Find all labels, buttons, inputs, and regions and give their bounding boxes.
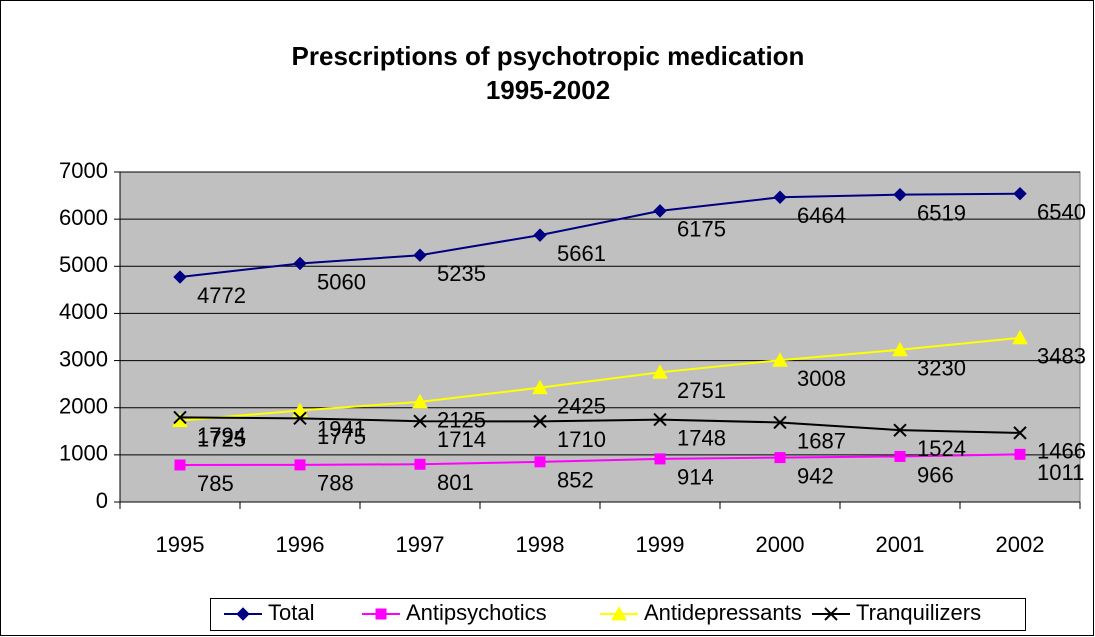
data-point xyxy=(894,450,906,462)
data-label: 852 xyxy=(557,468,594,493)
data-label: 6519 xyxy=(917,200,966,225)
data-point xyxy=(1013,426,1027,440)
data-point xyxy=(414,458,426,470)
data-point xyxy=(173,410,187,425)
data-point xyxy=(893,423,907,437)
data-point xyxy=(1014,448,1026,460)
data-label: 3230 xyxy=(917,356,966,381)
data-label: 6540 xyxy=(1037,199,1086,224)
data-point xyxy=(412,393,428,409)
data-label: 2751 xyxy=(677,378,726,403)
data-label: 1794 xyxy=(197,423,246,448)
x-tick-label: 1999 xyxy=(636,532,685,557)
data-label: 1714 xyxy=(437,427,486,452)
y-tick-label: 6000 xyxy=(59,205,108,230)
legend-marker xyxy=(824,607,838,621)
data-label: 1011 xyxy=(1037,460,1084,485)
x-tick-label: 2001 xyxy=(876,532,925,557)
data-point xyxy=(652,364,668,379)
data-label: 801 xyxy=(437,470,474,495)
data-label: 1748 xyxy=(677,425,726,450)
data-label: 1710 xyxy=(557,427,606,452)
data-point xyxy=(653,412,667,427)
series-line xyxy=(179,453,1021,466)
data-label: 1687 xyxy=(797,428,846,453)
data-point xyxy=(533,414,547,429)
data-label: 2125 xyxy=(437,408,486,433)
data-label: 1466 xyxy=(1037,439,1086,464)
data-point xyxy=(413,248,427,262)
y-tick-label: 1000 xyxy=(59,441,108,466)
data-point xyxy=(174,459,186,471)
chart-subtitle: 1995-2002 xyxy=(486,75,610,105)
data-label: 914 xyxy=(677,465,714,490)
data-label: 6464 xyxy=(797,203,846,228)
x-tick-label: 1998 xyxy=(516,532,565,557)
data-label: 2425 xyxy=(557,393,606,418)
data-point xyxy=(653,204,667,218)
legend-label: Tranquilizers xyxy=(856,600,981,625)
data-point xyxy=(892,341,908,357)
plot-area xyxy=(119,171,1081,503)
data-label: 4772 xyxy=(197,283,246,308)
data-point xyxy=(533,228,547,242)
series-line xyxy=(179,192,1021,279)
legend-label: Antipsychotics xyxy=(406,600,547,625)
data-point xyxy=(413,414,427,428)
y-tick-label: 5000 xyxy=(59,252,108,277)
legend-marker xyxy=(236,607,250,621)
data-point xyxy=(654,453,666,465)
y-tick-label: 7000 xyxy=(59,158,108,183)
data-point xyxy=(1012,329,1028,345)
data-point xyxy=(293,256,307,271)
x-tick-label: 1995 xyxy=(156,532,205,557)
data-point xyxy=(532,379,548,395)
data-point xyxy=(293,411,307,426)
y-tick-label: 4000 xyxy=(59,299,108,324)
x-tick-label: 1997 xyxy=(396,532,445,557)
data-label: 1524 xyxy=(917,436,966,461)
data-label: 3483 xyxy=(1037,344,1086,369)
chart-title: Prescriptions of psychotropic medication xyxy=(292,41,805,71)
data-point xyxy=(292,402,308,417)
data-label: 1775 xyxy=(317,424,366,449)
series-line xyxy=(179,336,1021,422)
data-label: 1725 xyxy=(197,426,246,451)
legend-label: Antidepressants xyxy=(644,600,802,625)
data-label: 5060 xyxy=(317,269,366,294)
data-point xyxy=(774,452,786,464)
data-label: 5661 xyxy=(557,241,606,266)
legend-marker xyxy=(611,605,627,621)
data-point xyxy=(772,352,788,367)
y-tick-label: 2000 xyxy=(59,394,108,419)
y-tick-label: 3000 xyxy=(59,346,108,371)
y-tick-label: 0 xyxy=(96,488,108,513)
data-label: 785 xyxy=(197,471,234,496)
data-point xyxy=(173,270,187,284)
data-label: 966 xyxy=(917,462,954,487)
data-label: 6175 xyxy=(677,217,726,242)
x-tick-label: 2002 xyxy=(996,532,1045,557)
data-label: 942 xyxy=(797,463,834,488)
data-point xyxy=(1013,186,1027,201)
data-label: 788 xyxy=(317,471,354,496)
x-tick-label: 1996 xyxy=(276,532,325,557)
series-line xyxy=(179,416,1021,434)
x-tick-label: 2000 xyxy=(756,532,805,557)
data-point xyxy=(773,190,787,204)
legend-label: Total xyxy=(268,600,314,625)
data-label: 5235 xyxy=(437,261,486,286)
data-point xyxy=(893,187,907,202)
data-point xyxy=(534,456,546,468)
data-label: 3008 xyxy=(797,366,846,391)
data-point xyxy=(773,415,787,430)
legend-marker xyxy=(375,608,387,620)
data-point xyxy=(294,459,306,471)
